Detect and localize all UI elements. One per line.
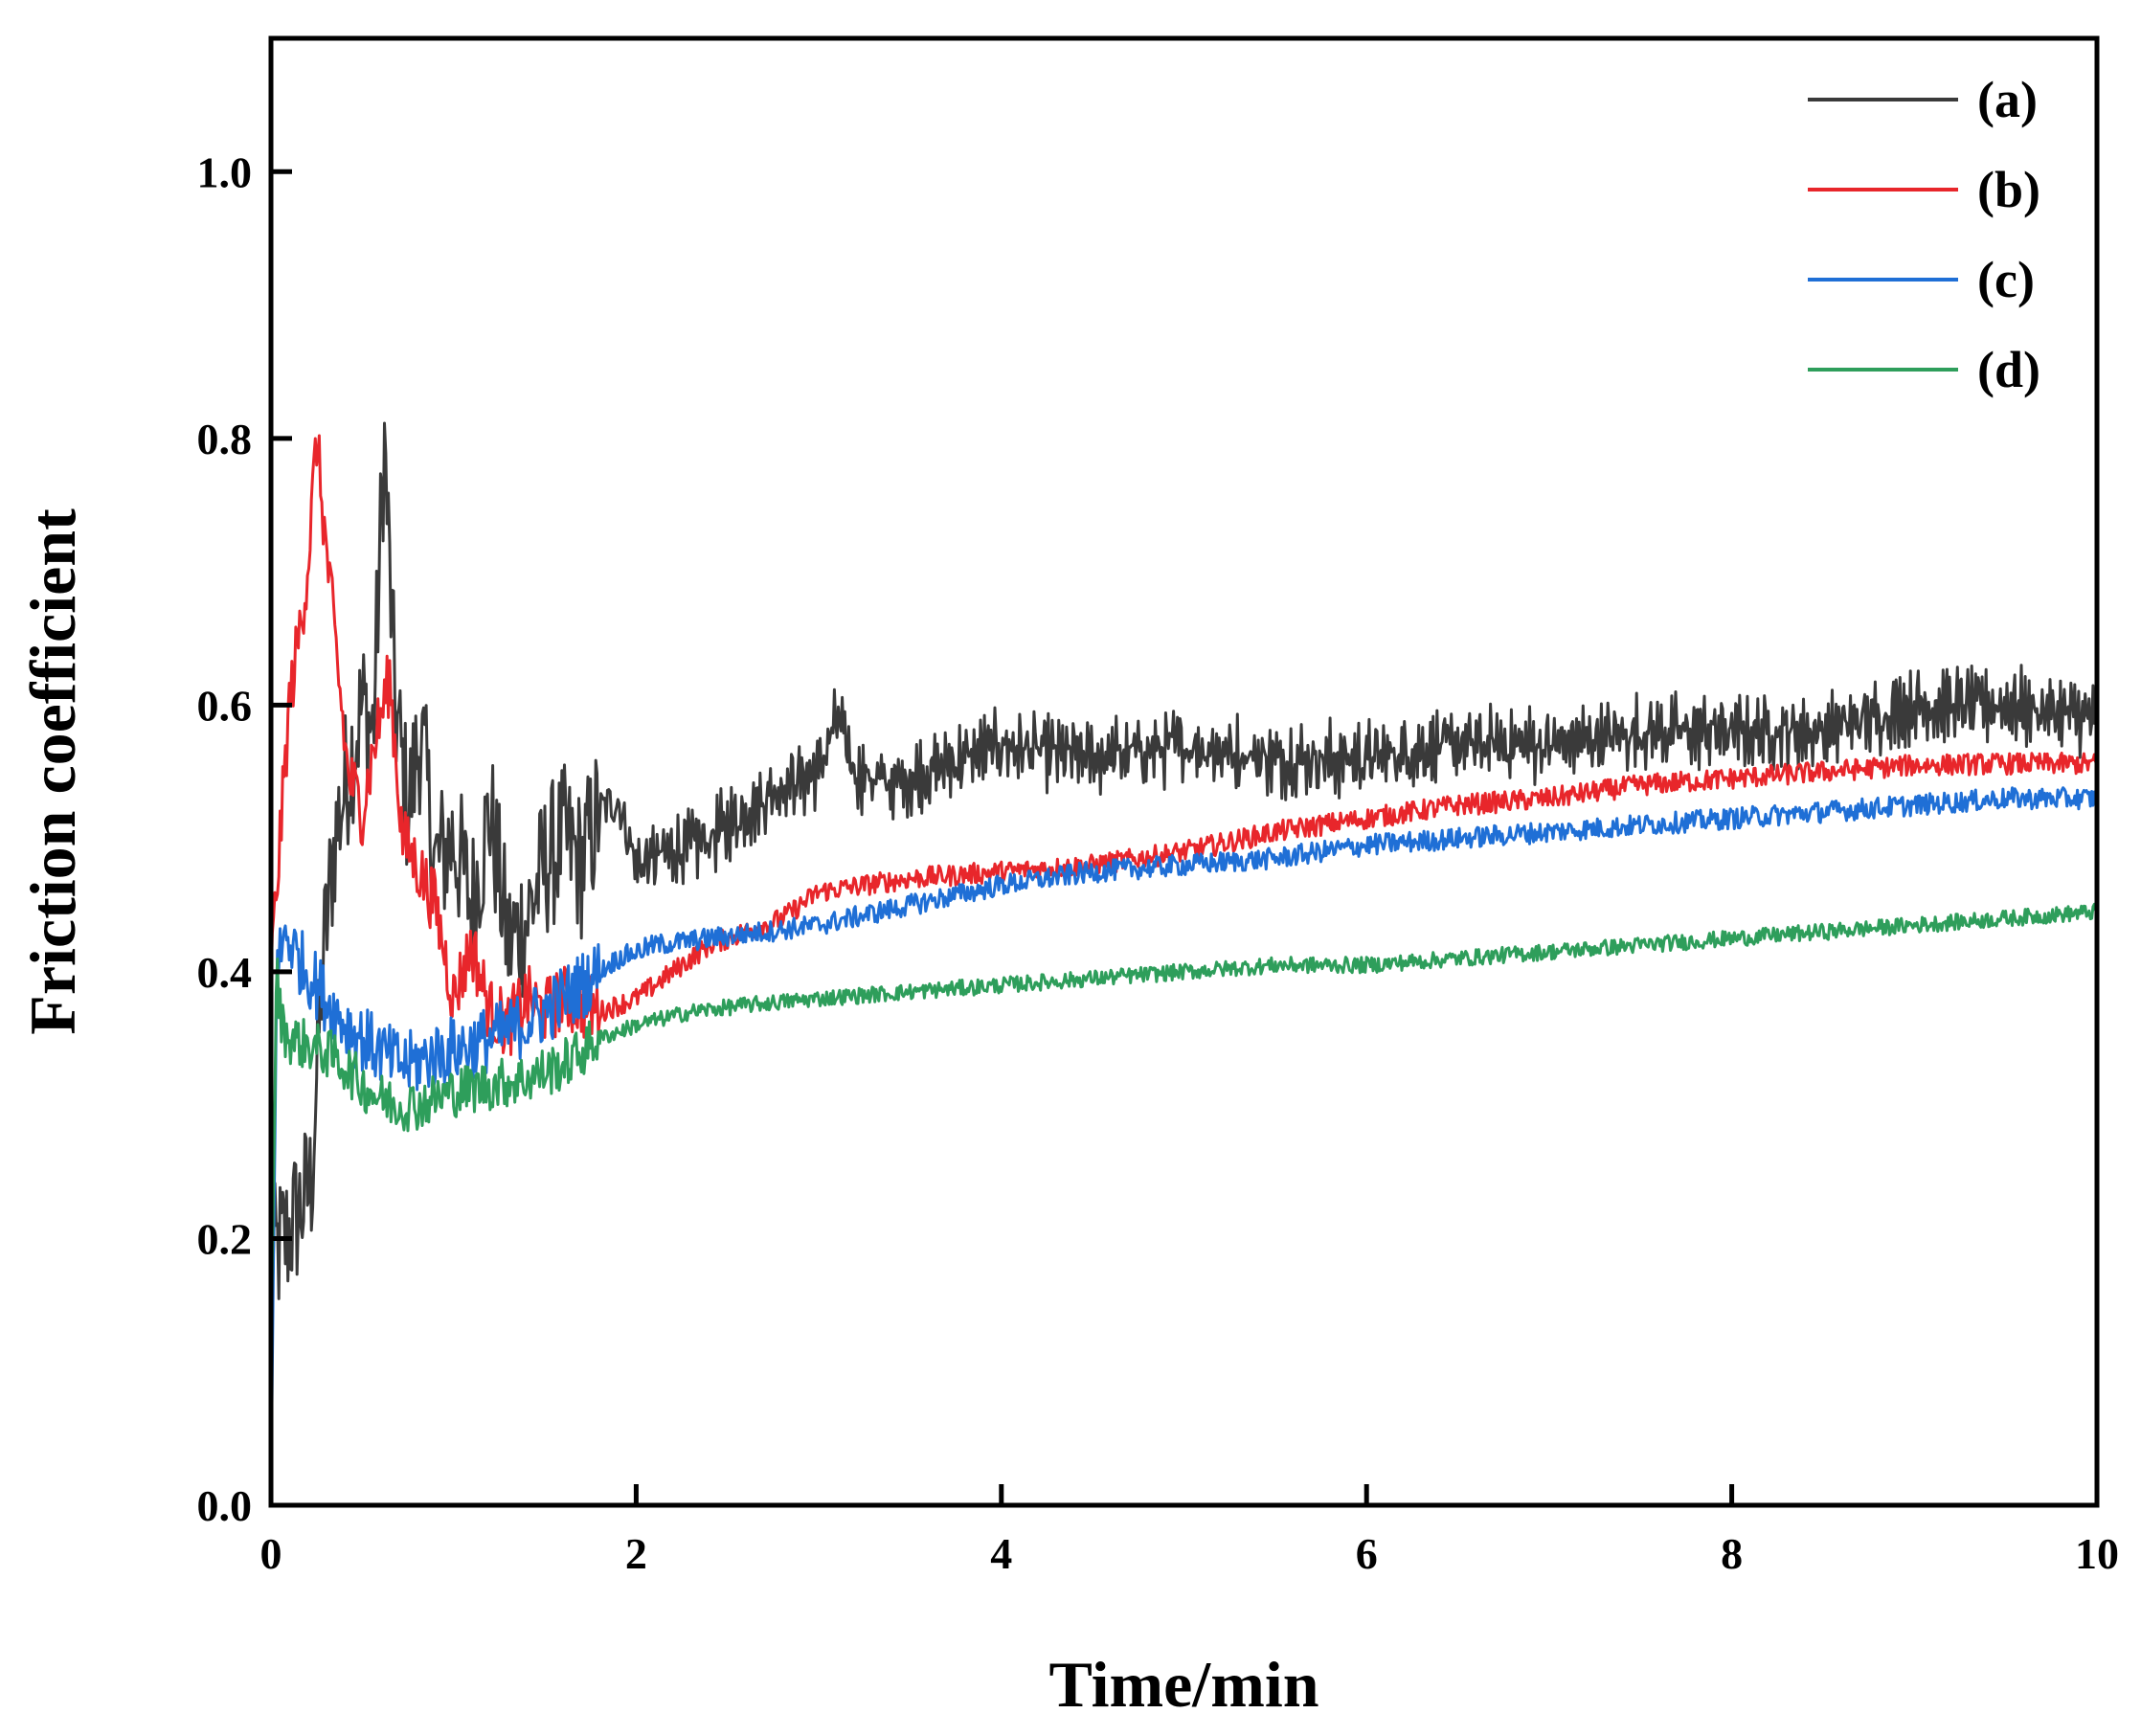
x-tick-label: 8 — [1721, 1529, 1743, 1578]
series-layer — [271, 421, 2097, 1497]
legend: (a) (b) (c) (d) — [1808, 71, 2040, 398]
series-line-1 — [271, 421, 2097, 1304]
legend-label-4: (d) — [1977, 341, 2040, 398]
y-tick-label: 1.0 — [197, 147, 253, 196]
legend-label-1: (a) — [1977, 71, 2038, 128]
legend-label-3: (c) — [1977, 251, 2035, 308]
series-line-3 — [271, 786, 2097, 1497]
x-tick-label: 0 — [260, 1529, 282, 1578]
x-tick-label: 6 — [1356, 1529, 1378, 1578]
y-tick-label: 0.8 — [197, 415, 253, 463]
y-tick-label: 0.0 — [197, 1481, 253, 1530]
plot-frame — [268, 35, 2100, 1508]
x-tick-label: 2 — [625, 1529, 647, 1578]
x-tick-label: 4 — [990, 1529, 1012, 1578]
x-axis-title: Time/min — [1048, 1648, 1318, 1721]
ticks-layer: 0 2 4 6 8 10 0.0 0.2 0.4 0.6 0.8 1.0 — [197, 147, 2120, 1578]
y-tick-label: 0.6 — [197, 681, 253, 730]
series-line-4 — [271, 902, 2097, 1391]
y-tick-label: 0.4 — [197, 948, 253, 997]
legend-label-2: (b) — [1977, 161, 2040, 218]
y-axis-title: Friction coefficient — [16, 508, 89, 1035]
x-tick-label: 10 — [2075, 1529, 2119, 1578]
series-line-2 — [271, 434, 2097, 1056]
y-tick-label: 0.2 — [197, 1214, 253, 1263]
